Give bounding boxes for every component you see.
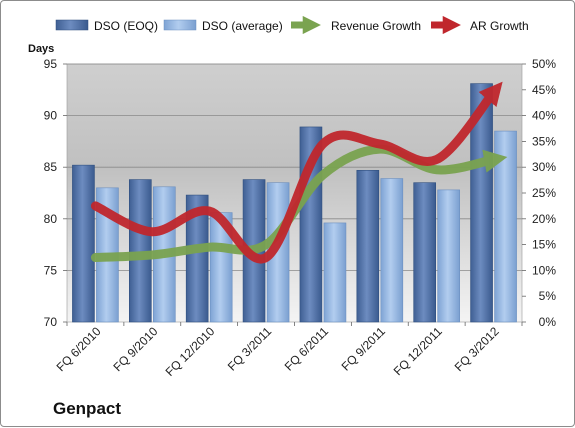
- y-axis-ticks: 70 75 80 85 90 95: [44, 57, 67, 329]
- y-tick-label: 70: [44, 315, 58, 329]
- x-tick-label: FQ 12/2010: [163, 324, 218, 379]
- bar-dso-eoq: [185, 194, 209, 323]
- y2-tick-label: 15%: [532, 238, 556, 252]
- y2-tick-label: 0%: [539, 315, 557, 329]
- x-tick-label: FQ 9/2011: [339, 324, 389, 374]
- y2-tick-label: 25%: [532, 186, 556, 200]
- y2-tick-label: 50%: [532, 57, 556, 71]
- x-axis-ticks: FQ 6/2010 FQ 9/2010 FQ 12/2010 FQ 3/2011 FQ …: [54, 322, 523, 379]
- y-tick-label: 85: [44, 160, 58, 174]
- bar-dso-eoq: [72, 164, 95, 323]
- y2-axis-ticks: 0% 5% 10% 15% 20% 25% 30% 35% 40% 45% 50%: [522, 57, 556, 329]
- legend-swatch-dso-eoq: [55, 19, 89, 31]
- x-tick-label: FQ 12/2011: [391, 324, 445, 378]
- legend-item-dso-eoq: DSO (EOQ): [55, 19, 158, 33]
- y2-tick-label: 40%: [532, 109, 556, 123]
- legend-label-dso-eoq: DSO (EOQ): [94, 19, 158, 33]
- legend-label-ar-growth: AR Growth: [470, 19, 529, 33]
- legend-label-revenue-growth: Revenue Growth: [331, 19, 421, 33]
- x-tick-label: FQ 6/2010: [54, 324, 104, 374]
- y-axis-title: Days: [28, 43, 54, 55]
- bar-dso-eoq: [413, 182, 436, 323]
- legend-item-dso-average: DSO (average): [163, 19, 283, 33]
- x-tick-label: FQ 9/2010: [110, 324, 160, 374]
- legend-item-ar-growth: AR Growth: [431, 15, 529, 35]
- legend-swatch-dso-average: [163, 19, 197, 31]
- y-tick-label: 90: [44, 109, 58, 123]
- x-tick-label: FQ 6/2011: [282, 324, 332, 374]
- y2-tick-label: 45%: [532, 83, 556, 97]
- bar-dso-average: [437, 189, 460, 323]
- y2-tick-label: 5%: [539, 289, 557, 303]
- revenue-growth-line: [90, 144, 508, 262]
- bar-dso-average: [494, 130, 517, 323]
- x-tick-label: FQ 3/2012: [452, 324, 502, 374]
- y2-tick-label: 10%: [532, 263, 556, 277]
- legend-label-dso-average: DSO (average): [202, 19, 283, 33]
- y2-tick-label: 20%: [532, 212, 556, 226]
- legend: DSO (EOQ) DSO (average) Revenue Growth A…: [55, 15, 529, 35]
- y-tick-label: 95: [44, 57, 58, 71]
- x-tick-label: FQ 3/2011: [225, 324, 275, 374]
- y2-tick-label: 30%: [532, 160, 556, 174]
- bar-dso-average: [380, 178, 404, 323]
- bar-dso-eoq: [356, 169, 380, 323]
- ar-growth-line: [90, 81, 503, 264]
- y2-tick-label: 35%: [532, 134, 556, 148]
- bar-dso-average: [323, 222, 347, 323]
- growth-lines: [90, 81, 508, 264]
- bars: [72, 83, 517, 323]
- y-tick-label: 75: [44, 263, 58, 277]
- company-name: Genpact: [53, 399, 121, 418]
- legend-item-revenue-growth: Revenue Growth: [291, 15, 421, 35]
- bar-dso-average: [209, 212, 233, 323]
- y-tick-label: 80: [44, 212, 58, 226]
